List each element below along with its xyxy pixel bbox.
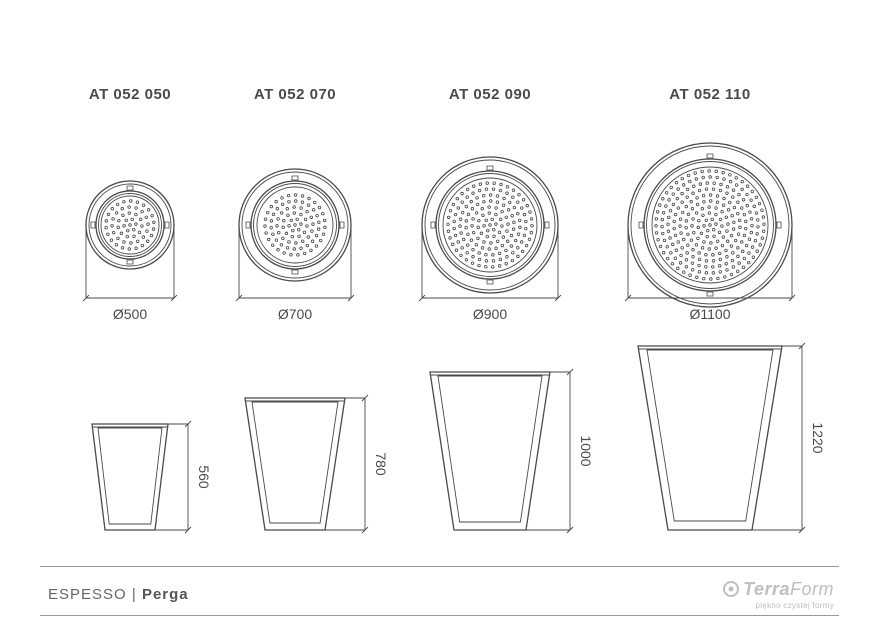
brand-prefix: Terra: [743, 579, 790, 599]
height-label: 560: [196, 465, 212, 488]
brand-suffix: Form: [790, 579, 834, 599]
product-code: AT 052 110: [669, 86, 750, 103]
height-label: 1220: [810, 422, 826, 453]
height-label: 780: [373, 452, 389, 475]
footer-separator: |: [127, 586, 142, 603]
diameter-label: Ø900: [473, 306, 507, 322]
diameter-label: Ø500: [113, 306, 147, 322]
footer-line-top: [40, 566, 839, 567]
brand-block: TerraForm piękno czystej formy: [722, 579, 834, 610]
brand-icon: [722, 580, 740, 603]
product-code: AT 052 050: [89, 86, 171, 103]
height-label: 1000: [578, 435, 594, 466]
footer-line-bottom: [40, 615, 839, 616]
footer-product: Perga: [142, 586, 189, 603]
footer-collection: ESPESSO: [48, 586, 127, 603]
product-code: AT 052 090: [449, 86, 531, 103]
diameter-label: Ø700: [278, 306, 312, 322]
diameter-label: Ø1100: [690, 306, 731, 322]
footer-product-line: ESPESSO | Perga: [48, 586, 189, 603]
brand-name: TerraForm: [722, 579, 834, 603]
product-code: AT 052 070: [254, 86, 336, 103]
